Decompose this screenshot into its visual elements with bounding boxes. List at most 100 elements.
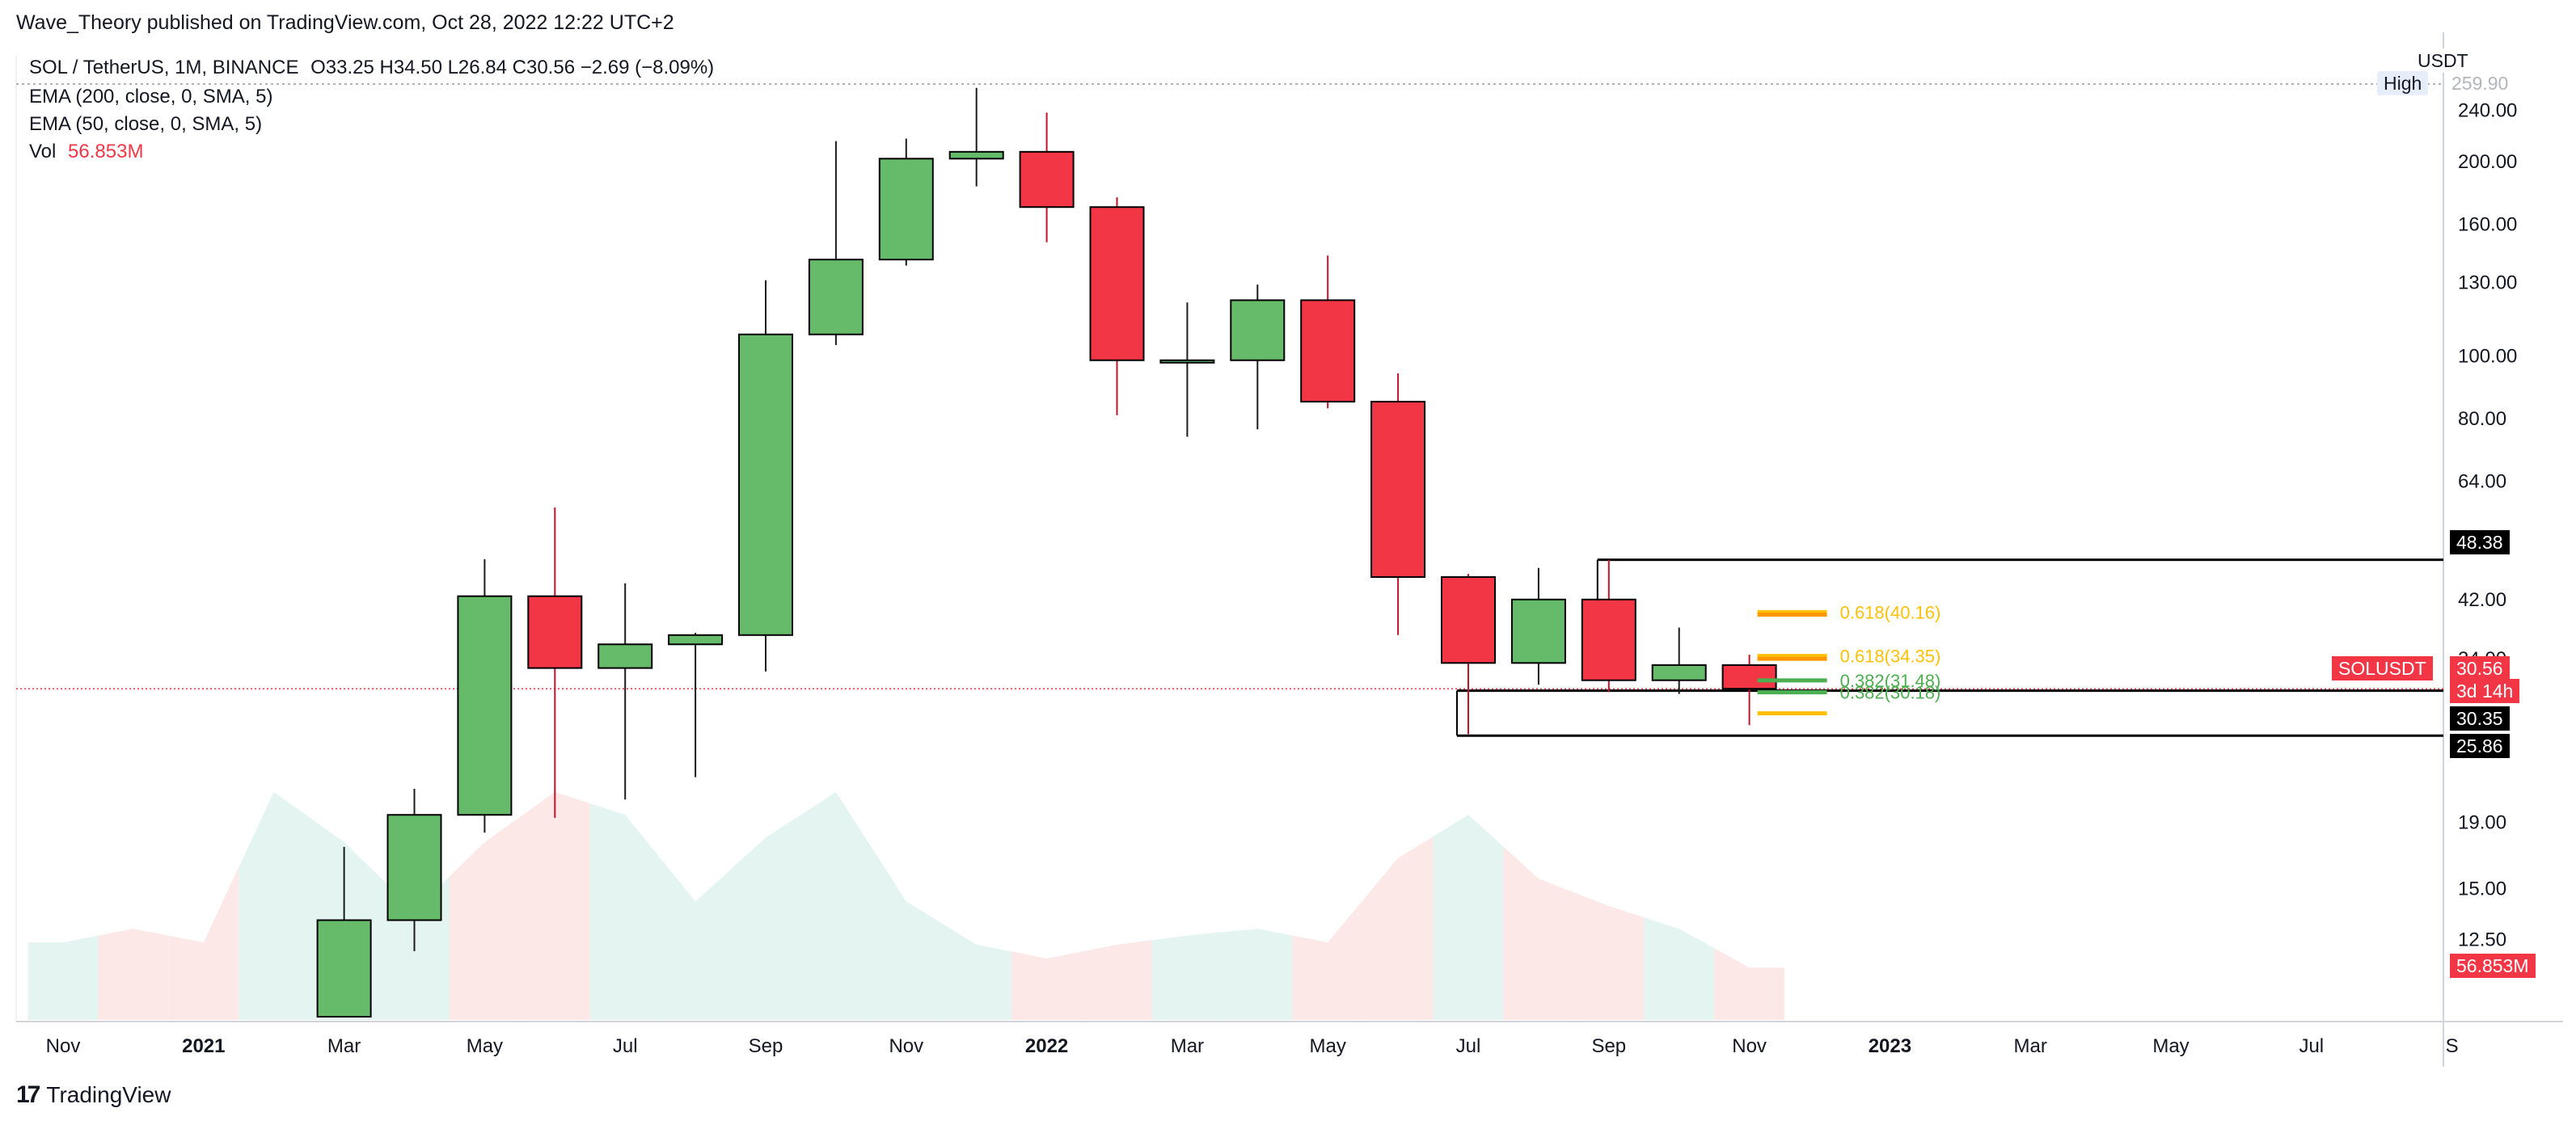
volume-area-2021-10: [871, 846, 942, 1020]
volume-area-2022-01: [1082, 940, 1152, 1020]
candle-body-2021-07: [668, 634, 724, 646]
volume-area-2022-02: [1151, 932, 1223, 1020]
candle-body-2021-04: [457, 595, 513, 816]
time-tick-0: Nov: [46, 1035, 81, 1057]
time-tick-13: 2023: [1869, 1035, 1911, 1057]
tradingview-logo[interactable]: 17 TradingView: [16, 1081, 171, 1109]
tradingview-brand: TradingView: [46, 1082, 171, 1107]
price-tick-100.00: 100.00: [2458, 346, 2517, 368]
volume-area-2021-04: [449, 817, 520, 1020]
time-tick-4: Jul: [613, 1035, 638, 1057]
volume-area-2022-03: [1222, 929, 1293, 1020]
candle-body-2021-12: [1019, 150, 1075, 209]
time-tick-11: Sep: [1591, 1035, 1626, 1057]
time-tick-17: S: [2446, 1035, 2459, 1057]
fib-levels: 0.618(40.16) 0.618(34.35) 0.382(31.48)0.38…: [1757, 602, 1941, 716]
candle-body-2022-08: [1581, 598, 1636, 681]
ema50-legend[interactable]: EMA (50, close, 0, SMA, 5): [29, 113, 263, 135]
high-value: 259.90: [2445, 71, 2515, 95]
candlesticks: [316, 87, 1777, 1018]
high-label: High: [2377, 71, 2429, 95]
volume-tag: 56.853M: [2450, 954, 2536, 978]
volume-area-2021-12: [1011, 951, 1083, 1020]
volume-label: Vol: [29, 141, 57, 162]
volume-area-2021-08: [730, 815, 801, 1020]
volume-area-2020-12: [168, 867, 239, 1020]
symbol-tag: SOLUSDT: [2332, 656, 2433, 680]
time-tick-8: Mar: [1171, 1035, 1204, 1057]
volume-area-2022-09: [1644, 917, 1715, 1020]
candle-body-2022-03: [1230, 299, 1286, 361]
candle-body-2022-04: [1300, 299, 1356, 402]
volume-area-2022-08: [1573, 892, 1645, 1020]
time-tick-15: May: [2152, 1035, 2189, 1057]
price-tick-15.00: 15.00: [2458, 878, 2506, 900]
price-tick-80.00: 80.00: [2458, 408, 2506, 430]
candle-body-2022-02: [1159, 359, 1215, 364]
candle-body-2021-05: [527, 595, 583, 669]
candle-body-2022-10: [1721, 664, 1777, 690]
fib-label-0: 0.618(40.16): [1840, 602, 1941, 622]
candle-body-2021-03: [386, 814, 442, 921]
candle-body-2022-07: [1510, 598, 1566, 664]
time-tick-2: Mar: [327, 1035, 361, 1057]
volume-area-2022-07: [1503, 846, 1574, 1020]
candle-body-2021-10: [878, 158, 934, 261]
price-tick-19.00: 19.00: [2458, 811, 2506, 833]
time-tick-9: May: [1310, 1035, 1346, 1057]
time-tick-7: 2022: [1025, 1035, 1068, 1057]
price-tick-160.00: 160.00: [2458, 213, 2517, 235]
chart-frame: [15, 32, 2563, 1067]
volume-area-2022-04: [1292, 900, 1363, 1020]
fib-label-4: 0.382(31.48): [1840, 671, 1941, 691]
price-tick-240.00: 240.00: [2458, 99, 2517, 121]
time-tick-6: Nov: [889, 1035, 923, 1057]
fib-label-2: 0.618(34.35): [1840, 647, 1941, 667]
price-tick-130.00: 130.00: [2458, 272, 2517, 293]
price-tick-200.00: 200.00: [2458, 151, 2517, 173]
volume-legend[interactable]: Vol 56.853M: [29, 141, 143, 163]
tradingview-logo-icon: 17: [16, 1081, 40, 1108]
candle-body-2021-09: [808, 259, 864, 335]
currency-label: USDT: [2411, 48, 2475, 73]
volume-area-2021-06: [589, 803, 661, 1020]
price-tick-42.00: 42.00: [2458, 589, 2506, 611]
volume-area-2021-11: [941, 923, 1012, 1020]
symbol-name: SOL / TetherUS, 1M, BINANCE: [29, 57, 299, 78]
candle-body-2022-06: [1441, 575, 1496, 664]
volume-area-2022-10: [1714, 948, 1785, 1020]
level-30-tag: 30.35: [2450, 706, 2510, 731]
candle-body-2021-08: [738, 333, 793, 636]
candle-body-2021-06: [598, 643, 653, 669]
volume-area: [27, 792, 1785, 1020]
candle-body-2022-01: [1089, 206, 1145, 361]
price-tick-12.50: 12.50: [2458, 929, 2506, 951]
volume-area-2020-10: [27, 935, 99, 1020]
candle-body-2022-09: [1651, 664, 1707, 681]
volume-area-2022-06: [1433, 815, 1504, 1020]
ema200-legend[interactable]: EMA (200, close, 0, SMA, 5): [29, 86, 273, 107]
time-tick-3: May: [467, 1035, 503, 1057]
symbol-legend[interactable]: SOL / TetherUS, 1M, BINANCE O33.25 H34.5…: [29, 57, 714, 79]
candle-body-2022-05: [1370, 400, 1426, 578]
countdown-tag: 3d 14h: [2450, 679, 2520, 703]
horizontal-levels: [1456, 558, 2443, 737]
volume-area-2021-01: [239, 792, 310, 1020]
time-tick-5: Sep: [749, 1035, 783, 1057]
volume-value: 56.853M: [68, 141, 144, 162]
candle-body-2021-02: [316, 919, 372, 1018]
price-tick-64.00: 64.00: [2458, 471, 2506, 493]
time-tick-1: 2021: [182, 1035, 225, 1057]
ohlc-values: O33.25 H34.50 L26.84 C30.56 −2.69 (−8.09…: [310, 57, 715, 78]
time-tick-14: Mar: [2014, 1035, 2047, 1057]
last-price-tag: 30.56: [2450, 656, 2510, 680]
level-25-tag: 25.86: [2450, 734, 2510, 758]
volume-area-2021-07: [660, 857, 731, 1020]
volume-area-2022-05: [1362, 836, 1434, 1020]
volume-area-2021-09: [800, 792, 872, 1020]
publisher-caption: Wave_Theory published on TradingView.com…: [16, 11, 674, 34]
volume-area-2020-11: [98, 929, 169, 1020]
candle-body-2021-11: [948, 150, 1004, 160]
price-axis: 240.00 200.00 160.00 130.00 100.00 80.00 64.00…: [2458, 99, 2517, 950]
